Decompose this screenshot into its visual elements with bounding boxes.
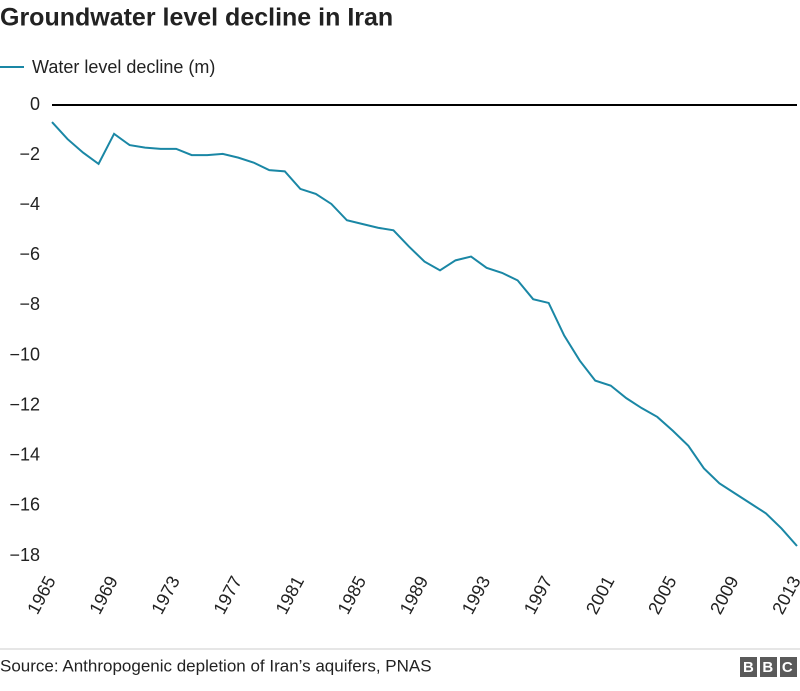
y-tick-label: −2	[19, 144, 40, 164]
x-tick-label: 2001	[582, 573, 618, 618]
y-tick-label: −16	[9, 495, 40, 515]
y-tick-label: −12	[9, 394, 40, 414]
chart-title: Groundwater level decline in Iran	[0, 4, 393, 32]
y-tick-label: −6	[19, 244, 40, 264]
y-tick-label: −8	[19, 294, 40, 314]
x-tick-label: 1977	[210, 573, 246, 618]
y-tick-label: −10	[9, 344, 40, 364]
legend-label: Water level decline (m)	[32, 57, 215, 77]
x-tick-label: 1997	[520, 573, 556, 618]
x-tick-label: 2009	[706, 573, 742, 618]
data-line	[51, 121, 798, 547]
y-tick-label: −4	[19, 194, 40, 214]
x-tick-label: 1969	[85, 573, 121, 618]
x-tick-label: 1989	[396, 573, 432, 618]
x-tick-label: 1965	[23, 573, 59, 618]
x-tick-label: 1981	[272, 573, 308, 618]
x-tick-label: 1985	[334, 573, 370, 618]
logo-text: BBC	[743, 659, 800, 676]
x-tick-label: 2013	[768, 573, 800, 618]
y-tick-label: −18	[9, 545, 40, 565]
y-tick-label: 0	[30, 94, 40, 114]
x-tick-label: 1973	[147, 573, 183, 618]
logo: BBC	[740, 657, 800, 677]
source: Source: Anthropogenic depletion of Iran’…	[0, 656, 432, 675]
x-tick-label: 1993	[458, 573, 494, 618]
y-tick-label: −14	[9, 445, 40, 465]
x-tick-label: 2005	[644, 573, 680, 618]
